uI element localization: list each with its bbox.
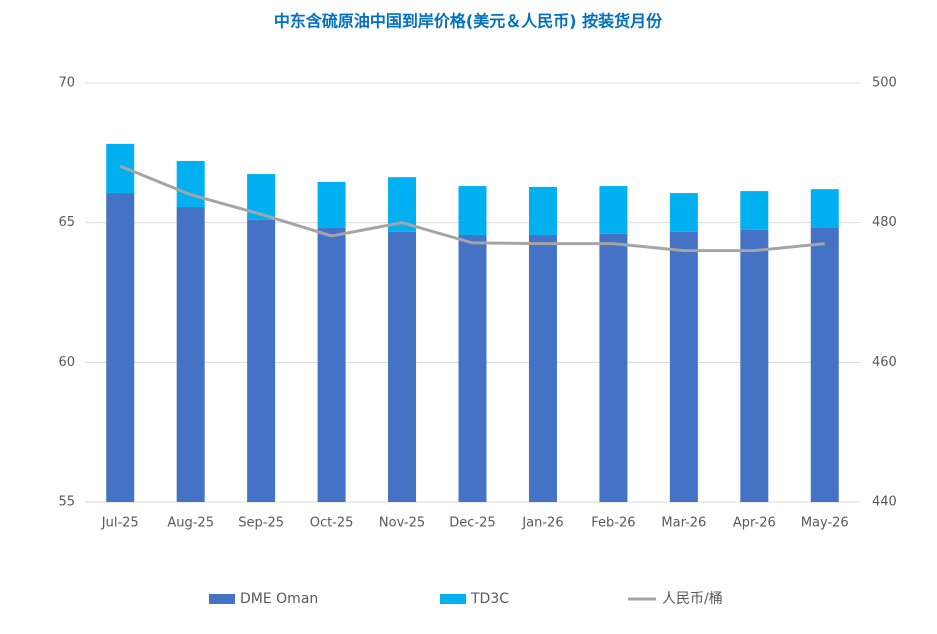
bar — [599, 186, 628, 234]
bar — [599, 233, 628, 502]
legend-swatch — [440, 594, 466, 604]
x-tick-label: Jan-26 — [521, 516, 563, 531]
legend-swatch — [209, 594, 235, 604]
bar — [106, 193, 135, 503]
bar — [458, 186, 487, 235]
x-tick-label: Oct-25 — [310, 516, 354, 531]
bar — [669, 231, 698, 502]
line — [119, 164, 825, 253]
y2-tick-label: 500 — [872, 76, 897, 91]
y2-tick-label: 440 — [872, 495, 897, 510]
y2-tick-label: 480 — [872, 215, 897, 230]
bar — [247, 219, 276, 502]
bar — [388, 231, 417, 502]
bar — [740, 229, 769, 503]
bar — [528, 234, 557, 502]
x-tick-label: Aug-25 — [167, 516, 214, 531]
x-tick-label: May-26 — [801, 516, 849, 531]
x-tick-label: Mar-26 — [661, 516, 706, 531]
bar — [176, 160, 205, 208]
bar — [176, 207, 205, 503]
bar — [810, 189, 839, 228]
y2-tick-label: 460 — [872, 355, 897, 370]
bar — [317, 227, 346, 502]
legend-label: DME Oman — [240, 591, 318, 607]
y-tick-label: 60 — [58, 355, 75, 370]
x-tick-label: Sep-25 — [238, 516, 284, 531]
y-tick-label: 65 — [58, 215, 75, 230]
bar — [528, 186, 557, 235]
legend-label: TD3C — [470, 591, 509, 607]
legend-label: 人民币/桶 — [662, 591, 723, 607]
bar — [458, 234, 487, 502]
y-tick-label: 55 — [58, 495, 75, 510]
bar — [669, 193, 698, 232]
x-tick-label: Apr-26 — [733, 516, 776, 531]
bar — [317, 181, 346, 228]
y-tick-label: 70 — [58, 76, 75, 91]
bar — [810, 227, 839, 502]
chart-title: 中东含硫原油中国到岸价格(美元＆人民币) 按装货月份 — [274, 12, 663, 31]
x-tick-label: Feb-26 — [591, 516, 635, 531]
x-tick-label: Jul-25 — [101, 516, 139, 531]
bar — [740, 191, 769, 230]
x-tick-label: Nov-25 — [379, 516, 425, 531]
x-tick-label: Dec-25 — [449, 516, 495, 531]
